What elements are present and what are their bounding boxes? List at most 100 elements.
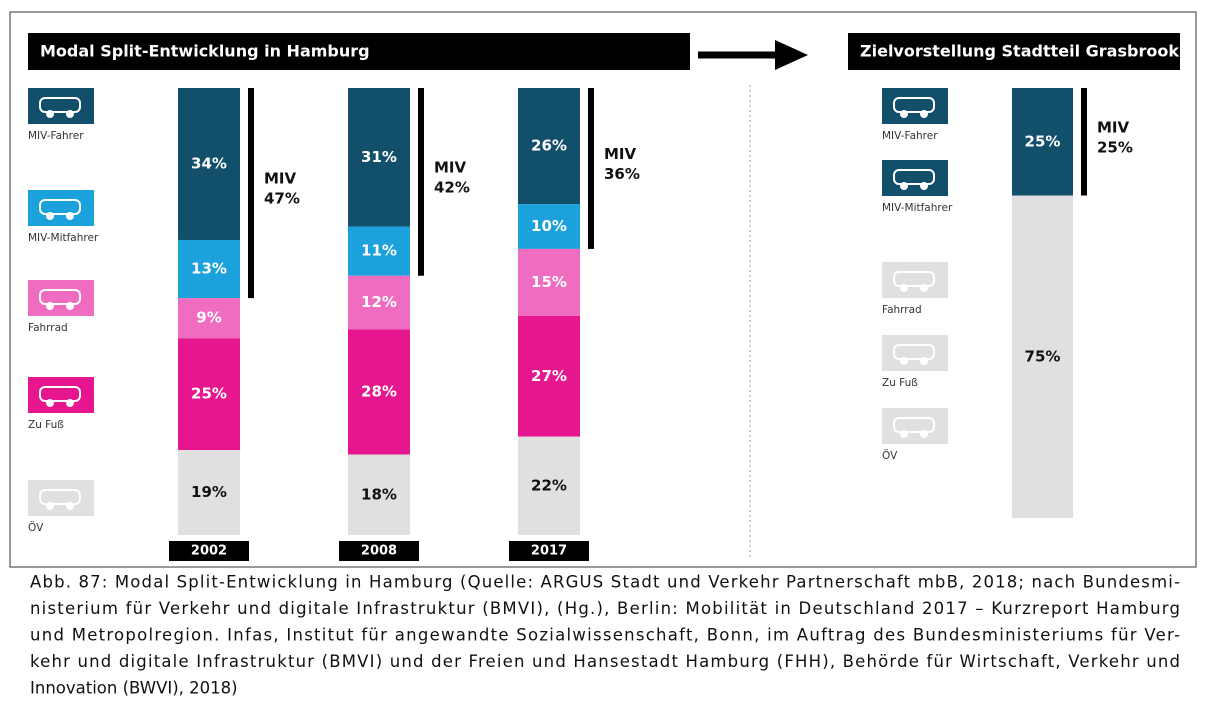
legend-glyph xyxy=(893,344,935,360)
frame xyxy=(9,11,1197,568)
legend-glyph xyxy=(893,417,935,433)
bar-segment xyxy=(178,338,240,451)
legend-label: MIV-Fahrer xyxy=(882,130,938,142)
legend-swatch xyxy=(28,480,94,516)
bar-segment xyxy=(178,298,240,339)
legend-glyph xyxy=(39,489,81,505)
group-value: 36% xyxy=(604,165,640,183)
value-label: 10% xyxy=(531,217,567,235)
x-tick-label: 2008 xyxy=(361,544,397,559)
value-label: 22% xyxy=(531,476,567,494)
legend-label: MIV-Fahrer xyxy=(28,130,84,142)
value-label: 19% xyxy=(191,483,227,501)
legend-label: Zu Fuß xyxy=(28,419,64,431)
legend-glyph xyxy=(39,289,81,305)
legend-swatch xyxy=(28,190,94,226)
legend-glyph xyxy=(920,357,928,365)
bar-segment xyxy=(348,226,410,276)
legend-glyph xyxy=(893,169,935,185)
value-label: 25% xyxy=(191,385,227,403)
value-label: 75% xyxy=(1025,347,1061,365)
group-value: 25% xyxy=(1097,138,1133,156)
legend-label: Fahrrad xyxy=(28,322,68,334)
legend-glyph xyxy=(66,502,74,510)
caption-line: kehr und digitale Infrastruktur (BMVI) u… xyxy=(30,652,1180,671)
legend-glyph xyxy=(920,284,928,292)
legend-glyph xyxy=(46,212,54,220)
value-label: 28% xyxy=(361,382,397,400)
bar-segment xyxy=(178,88,240,240)
x-tick-label: 2002 xyxy=(191,544,227,559)
caption-line: Innovation (BWVI), 2018) xyxy=(30,679,238,698)
legend-glyph xyxy=(46,110,54,118)
bar-segment xyxy=(1012,88,1073,196)
legend-glyph xyxy=(39,97,81,113)
legend-label: ÖV xyxy=(28,521,44,534)
legend-label: MIV-Mitfahrer xyxy=(28,232,99,244)
group-value: 47% xyxy=(264,190,300,208)
legend-glyph xyxy=(66,302,74,310)
group-label: MIV xyxy=(1097,118,1130,136)
bar-segment xyxy=(518,88,580,205)
bracket xyxy=(1081,88,1087,196)
value-label: 9% xyxy=(196,309,221,327)
legend-glyph xyxy=(920,430,928,438)
year-box xyxy=(339,541,419,561)
caption-line: Abb. 87: Modal Split-Entwicklung in Hamb… xyxy=(30,573,1180,592)
title-bar xyxy=(848,33,1180,70)
legend-glyph xyxy=(39,199,81,215)
legend-label: Zu Fuß xyxy=(882,377,918,389)
x-tick-label: 2017 xyxy=(531,544,567,559)
group-label: MIV xyxy=(604,145,637,163)
caption-line: nisterium für Verkehr und digitale Infra… xyxy=(30,599,1180,618)
bar-segment xyxy=(518,248,580,316)
legend-glyph xyxy=(900,110,908,118)
value-label: 11% xyxy=(361,242,397,260)
group-value: 42% xyxy=(434,178,470,196)
bar-segment xyxy=(518,436,580,535)
year-box xyxy=(509,541,589,561)
year-box xyxy=(169,541,249,561)
bar-segment xyxy=(518,315,580,437)
legend-glyph xyxy=(920,182,928,190)
value-label: 25% xyxy=(1025,132,1061,150)
caption-line: und Metropolregion. Infas, Institut für … xyxy=(30,626,1180,645)
legend-swatch xyxy=(882,335,948,371)
legend-glyph xyxy=(893,271,935,287)
value-label: 15% xyxy=(531,273,567,291)
legend-glyph xyxy=(900,357,908,365)
bracket xyxy=(418,88,424,276)
value-label: 13% xyxy=(191,260,227,278)
arrow-head xyxy=(775,40,808,70)
bar-segment xyxy=(178,450,240,535)
bracket xyxy=(248,88,254,299)
legend-glyph xyxy=(66,110,74,118)
chart-title: Zielvorstellung Stadtteil Grasbrook xyxy=(860,42,1179,61)
legend-glyph xyxy=(920,110,928,118)
legend-label: ÖV xyxy=(882,449,898,462)
title-bar xyxy=(28,33,690,70)
legend-glyph xyxy=(900,430,908,438)
legend-swatch xyxy=(28,88,94,124)
bar-segment xyxy=(348,454,410,535)
legend-glyph xyxy=(46,399,54,407)
legend-swatch xyxy=(28,280,94,316)
legend-glyph xyxy=(66,399,74,407)
legend-glyph xyxy=(39,386,81,402)
legend-label: Fahrrad xyxy=(882,304,922,316)
legend-swatch xyxy=(882,88,948,124)
legend-swatch xyxy=(882,262,948,298)
value-label: 27% xyxy=(531,367,567,385)
value-label: 26% xyxy=(531,137,567,155)
value-label: 31% xyxy=(361,148,397,166)
value-label: 34% xyxy=(191,154,227,172)
legend-glyph xyxy=(893,97,935,113)
value-label: 12% xyxy=(361,293,397,311)
bar-segment xyxy=(518,204,580,249)
bracket xyxy=(588,88,594,249)
group-label: MIV xyxy=(434,158,467,176)
group-label: MIV xyxy=(264,170,297,188)
legend-glyph xyxy=(66,212,74,220)
bar-segment xyxy=(348,88,410,227)
